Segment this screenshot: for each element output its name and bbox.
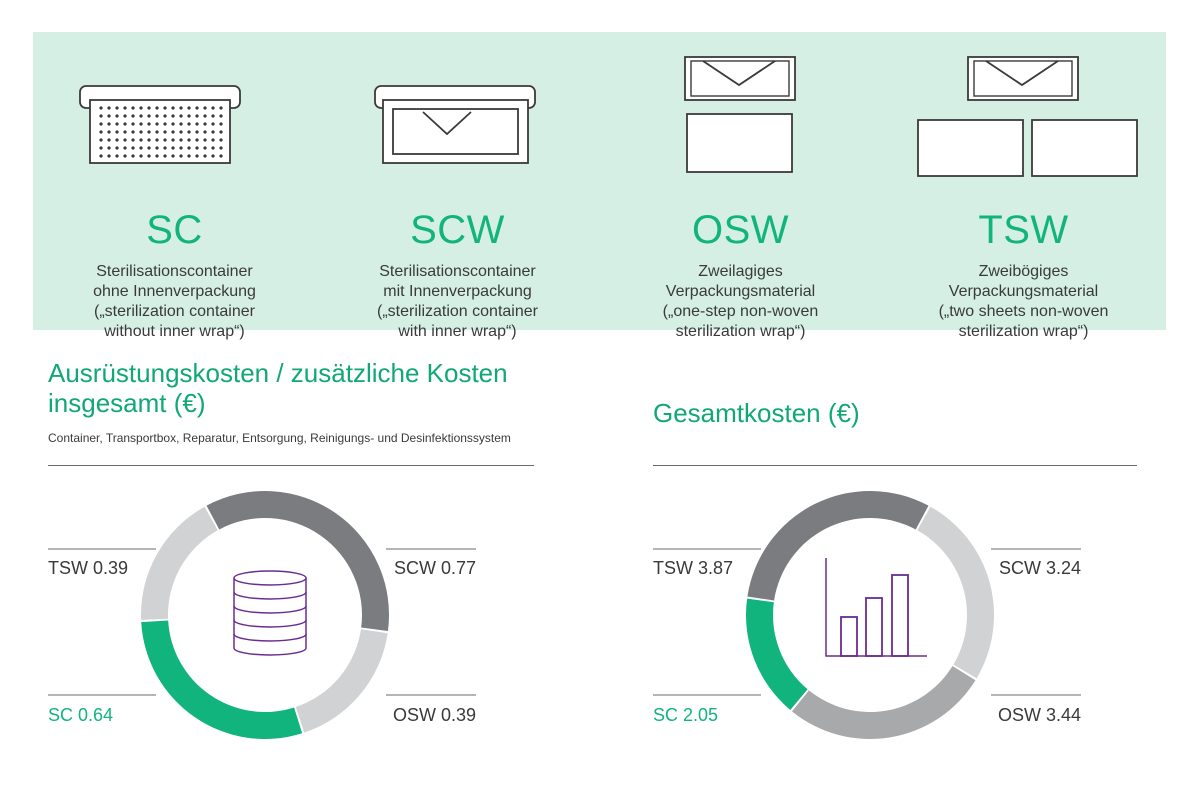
segment-label-osw: OSW 0.39 — [393, 705, 476, 725]
two-sheets-wrap-icon — [917, 56, 1138, 177]
segment-label-scw: SCW 3.24 — [999, 558, 1081, 578]
packaging-code: OSW — [691, 208, 790, 252]
donut-segment-osw — [791, 666, 976, 739]
donut-segment-sc — [141, 620, 303, 739]
segment-label-scw: SCW 0.77 — [394, 558, 476, 578]
donut-segment-scw — [206, 491, 389, 631]
packaging-types-band: SC Sterilisationscontainer ohne Innenver… — [33, 32, 1166, 340]
packaging-code: TSW — [978, 208, 1069, 252]
bar-chart-icon — [825, 558, 927, 657]
donut-segment-osw — [295, 629, 388, 733]
divider — [653, 465, 1137, 466]
coin-stack-icon — [233, 570, 307, 656]
packaging-code: SCW — [410, 208, 505, 252]
packaging-osw: OSW Zweilagiges Verpackungsmaterial („on… — [599, 32, 882, 340]
packaging-description: Sterilisationscontainer mit Innenverpack… — [377, 263, 538, 340]
segment-label-sc: SC 2.05 — [653, 705, 718, 725]
segment-label-osw: OSW 3.44 — [998, 705, 1081, 725]
segment-label-tsw: TSW 0.39 — [48, 558, 128, 578]
container-perforated-icon — [79, 85, 241, 164]
total-costs-donut: SCW 3.24 OSW 3.44 SC 2.05 TSW 3.87 — [653, 491, 1081, 739]
packaging-tsw: TSW Zweibögiges Verpackungsmaterial („tw… — [882, 32, 1165, 340]
equipment-costs-subtitle: Container, Transportbox, Reparatur, Ents… — [48, 431, 511, 445]
divider — [48, 465, 534, 466]
total-costs-title: Gesamtkosten (€) — [653, 398, 860, 428]
segment-label-sc: SC 0.64 — [48, 705, 113, 725]
equipment-costs-donut: SCW 0.77 OSW 0.39 SC 0.64 TSW 0.39 — [48, 491, 476, 739]
equipment-costs-title: Ausrüstungskosten / zusätzliche Kosten i… — [48, 358, 508, 418]
donut-segment-scw — [917, 506, 994, 679]
packaging-scw: SCW Sterilisationscontainer mit Innenver… — [316, 32, 599, 340]
one-step-wrap-icon — [684, 56, 796, 173]
packaging-description: Zweibögiges Verpackungsmaterial („two sh… — [938, 263, 1109, 340]
donut-segment-tsw — [747, 491, 929, 601]
packaging-sc: SC Sterilisationscontainer ohne Innenver… — [33, 32, 316, 340]
packaging-code: SC — [146, 208, 203, 252]
segment-label-tsw: TSW 3.87 — [653, 558, 733, 578]
donut-segment-sc — [746, 598, 808, 710]
donut-segment-tsw — [141, 506, 218, 620]
container-with-wrap-icon — [374, 85, 536, 164]
packaging-description: Sterilisationscontainer ohne Innenverpac… — [93, 263, 256, 340]
packaging-description: Zweilagiges Verpackungsmaterial („one-st… — [662, 263, 819, 340]
